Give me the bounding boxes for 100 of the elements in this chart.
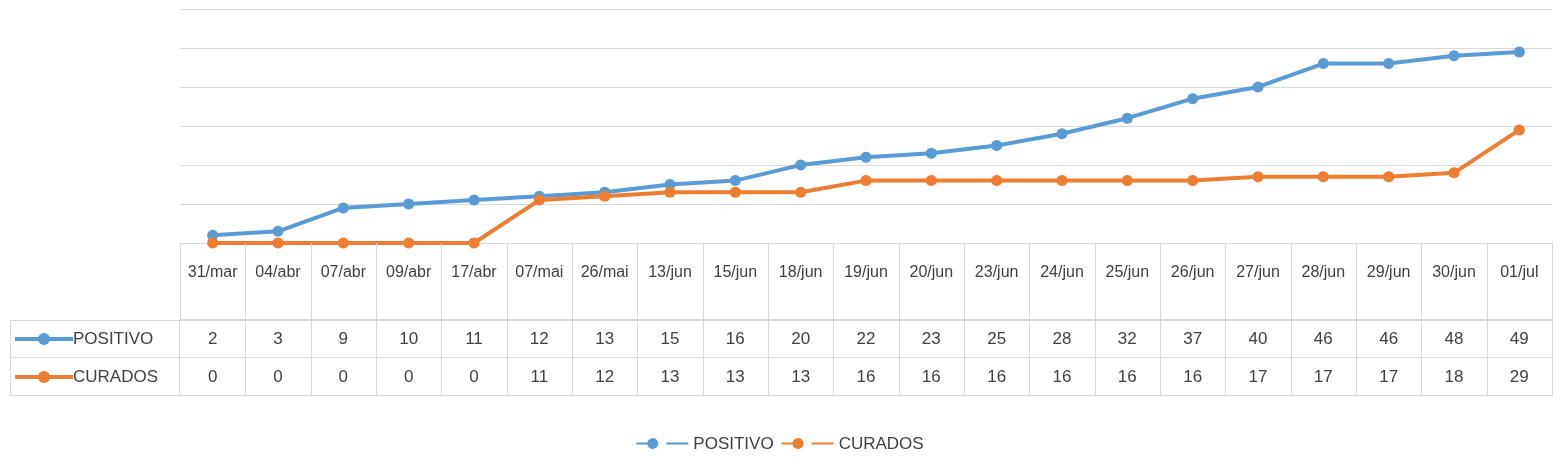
data-label: 49 [1486,320,1553,358]
point [1056,128,1068,140]
data-label: 0 [245,358,312,396]
point [468,237,480,249]
point [403,237,415,249]
x-tick-label: 18/jun [778,262,823,280]
data-label: 40 [1225,320,1292,358]
point [207,237,219,249]
legend-label: CURADOS [73,366,159,387]
x-tick-label: 27/jun [1236,262,1280,280]
data-label: 32 [1094,320,1161,358]
point [1187,175,1199,187]
data-label: 46 [1290,320,1357,358]
data-label: 0 [376,358,443,396]
text: CURADOS [838,434,924,453]
point [925,147,937,159]
x-tick-label: 20/jun [909,262,954,280]
point [403,198,415,210]
data-label: 13 [637,358,704,396]
data-label: 22 [833,320,900,358]
point [1252,81,1264,93]
legend-label: POSITIVO [73,329,154,349]
x-tick-label: 15/jun [713,262,758,280]
point [1187,93,1199,105]
point [795,186,807,198]
point [991,175,1003,187]
point [729,186,741,198]
data-label: 25 [964,320,1031,358]
x-tick-label: 04/abr [255,262,302,280]
data-label: 12 [572,358,639,396]
point [795,159,807,171]
point [1383,58,1395,70]
data-label: 11 [441,320,508,358]
point [860,175,872,187]
point [272,225,284,237]
x-tick-label: 23/jun [974,262,1019,280]
x-tick-label: 24/jun [1040,262,1084,280]
text: POSITIVO [693,434,774,453]
point [468,194,480,206]
data-label: 17 [1225,358,1292,396]
point [533,194,545,206]
x-tick-label: 26/jun [1170,262,1215,280]
point [1317,171,1329,183]
data-label: 18 [1421,358,1488,396]
point [1448,167,1460,179]
point [860,151,872,163]
x-tick-label: 07/abr [320,262,367,280]
data-label: 9 [310,320,377,358]
point [1317,58,1329,70]
data-label: 13 [572,320,639,358]
x-tick-label: 29/jun [1366,262,1411,280]
data-label: 16 [1029,358,1096,396]
data-label: 20 [768,320,835,358]
data-label: 11 [506,358,573,396]
point [599,190,611,202]
point [337,202,349,214]
data-label: 15 [637,320,704,358]
data-label: 16 [702,320,769,358]
data-label: 16 [1160,358,1227,396]
point [729,175,741,187]
x-tick-label: 07/mai [515,262,564,280]
x-tick-label: 09/abr [385,262,433,280]
data-label: 16 [898,358,965,396]
point [1513,46,1525,58]
x-tick-label: 25/jun [1105,262,1150,280]
data-label: 3 [245,320,312,358]
data-label: 0 [441,358,508,396]
point [1121,175,1133,187]
point [1383,171,1395,183]
data-label: 23 [898,320,965,358]
data-label: 37 [1160,320,1227,358]
point [1056,175,1068,187]
data-label: 29 [1486,358,1553,396]
point [1252,171,1264,183]
data-label: 2 [180,320,247,358]
data-label: 17 [1290,358,1357,396]
x-tick-label: 19/jun [844,262,888,280]
point [1448,50,1460,62]
point [664,186,676,198]
point [925,175,937,187]
data-label: 16 [833,358,900,396]
data-label: 10 [376,320,443,358]
x-tick-label: 01/jul [1500,262,1539,280]
x-tick-label: 31/mar [187,262,239,280]
data-label: 46 [1356,320,1423,358]
data-label: 48 [1421,320,1488,358]
x-tick-label: 30/jun [1432,262,1476,280]
point [272,237,284,249]
data-label: 0 [310,358,377,396]
data-label: 13 [702,358,769,396]
point [991,140,1003,151]
data-label: 0 [180,358,247,396]
point [1513,124,1525,136]
data-label: 28 [1029,320,1096,358]
data-label: 12 [506,320,573,358]
data-label: 16 [1094,358,1161,396]
point [1121,112,1133,124]
data-label: 13 [768,358,835,396]
x-tick-label: 26/mai [580,262,629,280]
point [337,237,349,249]
